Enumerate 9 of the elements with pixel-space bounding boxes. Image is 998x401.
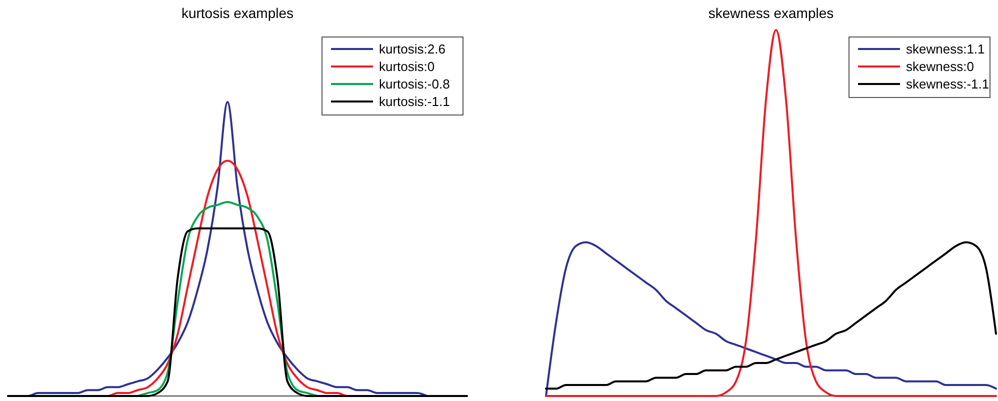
chart-title: kurtosis examples — [181, 5, 294, 21]
legend-label: kurtosis:-1.1 — [379, 94, 450, 110]
legend-label: kurtosis:2.6 — [379, 42, 446, 57]
legend-label: kurtosis:-0.8 — [379, 76, 450, 92]
legend-label: skewness:1.1 — [906, 42, 985, 57]
legend-label: kurtosis:0 — [379, 59, 435, 74]
legend-label: skewness:-1.1 — [906, 76, 990, 92]
chart-title: skewness examples — [708, 5, 834, 21]
legend-label: skewness:0 — [906, 59, 974, 74]
